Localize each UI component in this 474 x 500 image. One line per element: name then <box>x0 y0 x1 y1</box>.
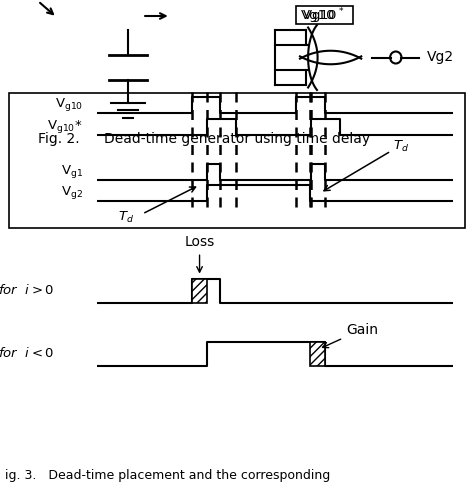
Text: Fig. 2.: Fig. 2. <box>38 132 80 146</box>
Text: Loss: Loss <box>184 236 215 272</box>
Text: $V_{AN}$  for  $i<0$: $V_{AN}$ for $i<0$ <box>0 346 55 362</box>
Text: $\mathregular{V_{g1}}$: $\mathregular{V_{g1}}$ <box>61 164 83 180</box>
Text: ig. 3.   Dead-time placement and the corresponding: ig. 3. Dead-time placement and the corre… <box>5 470 330 482</box>
Text: Vg10$^*$: Vg10$^*$ <box>302 6 345 26</box>
Text: $\mathregular{V_{g10}}$*: $\mathregular{V_{g10}}$* <box>47 118 83 136</box>
Bar <box>310 342 325 366</box>
Bar <box>9 92 465 228</box>
Text: $V_{AN}$  for  $i>0$: $V_{AN}$ for $i>0$ <box>0 282 55 298</box>
Text: Vg2: Vg2 <box>427 50 454 64</box>
Text: Gain: Gain <box>323 322 378 347</box>
Text: $\mathregular{V_{g2}}$: $\mathregular{V_{g2}}$ <box>61 184 83 202</box>
Text: $\mathregular{V_{g10}}$: $\mathregular{V_{g10}}$ <box>55 96 83 113</box>
Bar <box>296 6 353 24</box>
Text: Vg10: Vg10 <box>301 10 336 22</box>
Text: $T_d$: $T_d$ <box>118 210 134 225</box>
Text: Dead-time generator using time delay: Dead-time generator using time delay <box>104 132 370 146</box>
Text: $T_d$: $T_d$ <box>392 138 409 154</box>
Bar <box>192 278 207 302</box>
